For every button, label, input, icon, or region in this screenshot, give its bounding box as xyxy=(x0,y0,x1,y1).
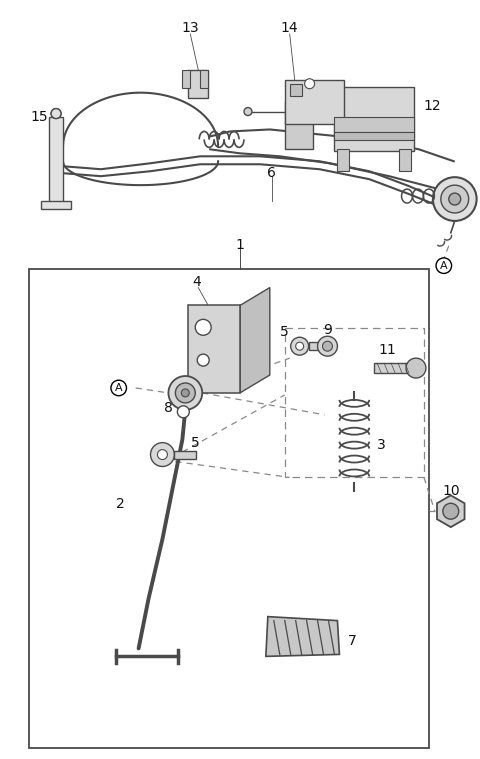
Circle shape xyxy=(51,109,61,118)
Bar xyxy=(399,150,411,172)
Bar xyxy=(374,363,414,373)
Text: 8: 8 xyxy=(164,401,173,415)
Circle shape xyxy=(244,108,252,115)
Bar xyxy=(335,87,414,151)
Bar xyxy=(29,269,429,748)
Bar xyxy=(290,83,301,96)
Circle shape xyxy=(168,376,202,410)
Circle shape xyxy=(181,389,189,397)
Polygon shape xyxy=(266,616,339,657)
Text: 3: 3 xyxy=(377,438,385,452)
Text: 6: 6 xyxy=(267,166,276,180)
Bar xyxy=(285,102,312,150)
Text: 9: 9 xyxy=(323,323,332,337)
Circle shape xyxy=(175,383,195,403)
Text: 4: 4 xyxy=(192,275,201,288)
Text: 7: 7 xyxy=(348,635,357,648)
Bar xyxy=(188,305,240,393)
Circle shape xyxy=(151,442,174,467)
Circle shape xyxy=(157,449,168,459)
Text: 5: 5 xyxy=(280,326,289,339)
Bar xyxy=(200,70,208,88)
Circle shape xyxy=(441,185,468,213)
Circle shape xyxy=(305,79,314,89)
Circle shape xyxy=(406,358,426,378)
Circle shape xyxy=(178,406,189,417)
Circle shape xyxy=(443,503,459,519)
Bar xyxy=(41,201,71,209)
Circle shape xyxy=(195,320,211,335)
Circle shape xyxy=(323,342,333,351)
Text: A: A xyxy=(440,260,448,271)
Text: 1: 1 xyxy=(236,238,244,252)
Text: 13: 13 xyxy=(181,21,199,35)
Circle shape xyxy=(291,337,309,355)
Bar xyxy=(309,342,326,350)
Bar xyxy=(337,150,349,172)
Circle shape xyxy=(51,109,61,118)
Bar xyxy=(285,80,344,124)
Bar xyxy=(182,70,190,88)
Circle shape xyxy=(197,354,209,366)
Text: 12: 12 xyxy=(424,99,442,112)
Circle shape xyxy=(318,336,337,356)
Circle shape xyxy=(433,177,477,221)
Text: 10: 10 xyxy=(442,484,459,499)
Bar xyxy=(335,117,414,132)
Polygon shape xyxy=(240,288,270,393)
Polygon shape xyxy=(437,496,465,528)
Text: 15: 15 xyxy=(30,109,48,124)
Bar xyxy=(174,451,196,458)
Text: 11: 11 xyxy=(378,343,396,357)
Circle shape xyxy=(449,193,461,205)
Text: 5: 5 xyxy=(191,436,200,449)
Text: A: A xyxy=(115,383,122,393)
Bar xyxy=(335,132,414,140)
Circle shape xyxy=(296,342,304,350)
Bar xyxy=(49,117,63,204)
Bar xyxy=(188,70,208,98)
Text: 2: 2 xyxy=(116,497,125,512)
Text: 14: 14 xyxy=(281,21,299,35)
